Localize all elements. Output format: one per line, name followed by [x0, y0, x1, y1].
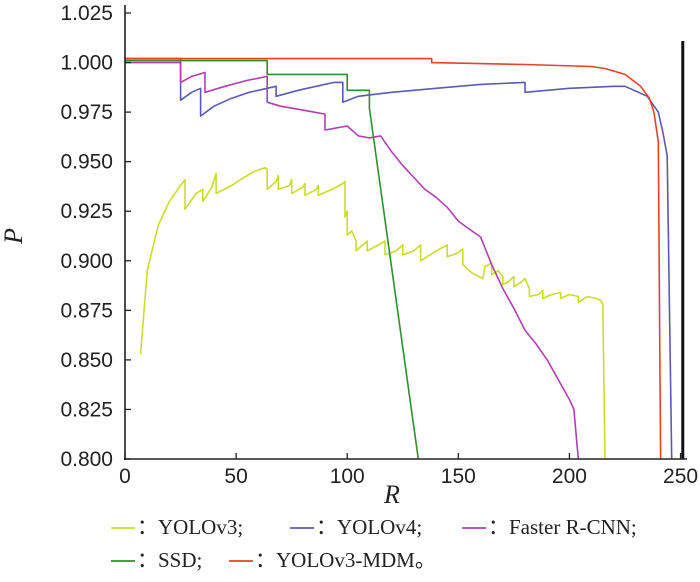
x-tick-label: 150: [441, 465, 476, 488]
y-tick-label: 0.850: [60, 349, 113, 372]
legend-label-yolov3: ：YOLOv3;: [137, 515, 243, 539]
legend-label-yolov4: ：YOLOv4;: [316, 515, 422, 539]
legend: ：YOLOv3; ：YOLOv4; ：Faster R-CNN; ：SSD; ：YOLO…: [111, 515, 637, 572]
series-line-faster-r-cnn: [125, 61, 580, 459]
x-axis-title: R: [383, 480, 400, 509]
y-tick-label: 0.825: [60, 398, 113, 421]
series-line-yolov3-mdm: [125, 57, 662, 459]
x-tick-label: 0: [119, 465, 131, 488]
axes-layer: 0.800 0.825 0.850 0.875 0.900 0.925 0.950 0.975…: [0, 2, 698, 509]
y-tick-label: 0.800: [60, 448, 113, 471]
x-tick-label: 100: [330, 465, 365, 488]
y-tick-label: 0.900: [60, 250, 113, 273]
x-tick-label: 250: [663, 465, 698, 488]
y-tick-label: 0.950: [60, 151, 113, 174]
x-tick-label: 50: [224, 465, 247, 488]
legend-label-ssd: ：SSD;: [137, 548, 202, 572]
series-layer: [125, 41, 685, 459]
y-tick-label: 1.025: [60, 2, 113, 25]
series-line-yolov3: [139, 166, 606, 459]
y-tick-label: 0.875: [60, 299, 113, 322]
y-tick-label: 0.925: [60, 200, 113, 223]
y-tick-label: 1.000: [60, 52, 113, 75]
series-line-ssd: [125, 59, 420, 459]
x-tick-label: 200: [552, 465, 587, 488]
legend-label-yolov3-mdm: ：YOLOv3-MDM。: [255, 548, 436, 572]
y-axis-title: P: [0, 228, 28, 245]
legend-label-faster-r-cnn: ：Faster R-CNN;: [488, 515, 637, 539]
y-tick-label: 0.975: [60, 101, 113, 124]
series-line-yolov4: [125, 57, 673, 459]
